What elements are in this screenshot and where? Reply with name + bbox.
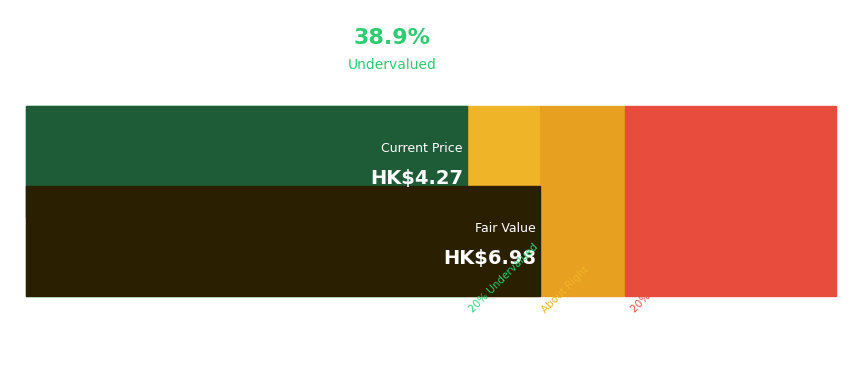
Text: 20% Overvalued: 20% Overvalued bbox=[629, 247, 697, 315]
Text: Current Price: Current Price bbox=[381, 142, 463, 155]
Text: About Right: About Right bbox=[539, 264, 590, 315]
Text: HK$6.98: HK$6.98 bbox=[442, 249, 535, 268]
Text: 20% Undervalued: 20% Undervalued bbox=[467, 242, 539, 315]
Text: Undervalued: Undervalued bbox=[348, 58, 436, 71]
Text: HK$4.27: HK$4.27 bbox=[370, 169, 463, 188]
Text: Fair Value: Fair Value bbox=[475, 222, 535, 234]
Text: 38.9%: 38.9% bbox=[354, 28, 430, 48]
